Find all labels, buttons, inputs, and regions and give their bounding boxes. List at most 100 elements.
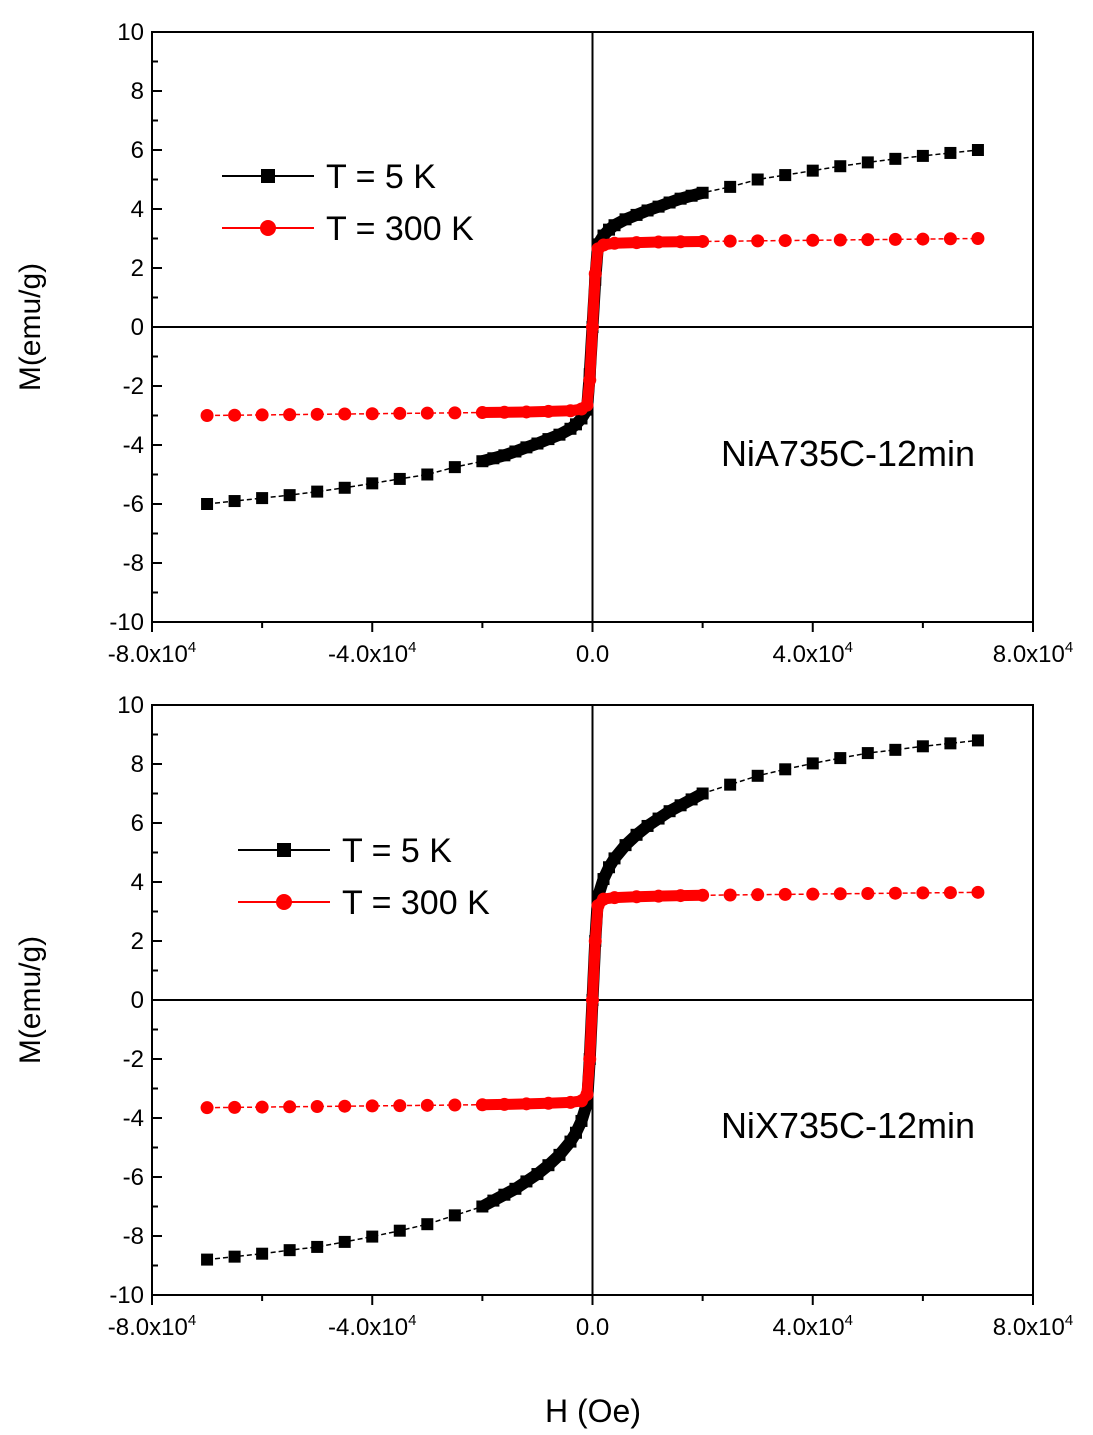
y-tick-label: 2 bbox=[131, 928, 144, 955]
x-tick-label: -8.0x104 bbox=[108, 639, 196, 668]
data-point-circle bbox=[723, 888, 737, 902]
x-tick-exponent: 4 bbox=[845, 639, 853, 656]
x-tick-label: 8.0x104 bbox=[993, 639, 1073, 668]
x-tick-label: -4.0x104 bbox=[328, 1312, 416, 1341]
data-point-square bbox=[228, 495, 241, 508]
x-tick-exponent: 4 bbox=[408, 639, 416, 656]
data-point-square bbox=[806, 164, 819, 177]
data-point-circle bbox=[751, 888, 765, 902]
y-tick-label: -8 bbox=[123, 550, 144, 577]
y-tick-label: 4 bbox=[131, 196, 144, 223]
data-point-circle bbox=[393, 1099, 407, 1113]
data-point-square bbox=[338, 481, 351, 494]
y-tick-label: -10 bbox=[109, 609, 144, 636]
data-point-circle bbox=[365, 407, 379, 421]
data-point-square bbox=[366, 1230, 379, 1243]
data-point-square bbox=[338, 1235, 351, 1248]
data-point-circle bbox=[806, 233, 820, 247]
legend-marker-square bbox=[277, 843, 291, 857]
data-point-square bbox=[283, 489, 296, 502]
data-point-circle bbox=[971, 232, 985, 245]
data-point-square bbox=[724, 778, 737, 791]
data-point-square bbox=[944, 146, 957, 159]
legend-label: T = 300 K bbox=[326, 210, 474, 248]
data-point-circle bbox=[338, 407, 352, 421]
data-point-square bbox=[751, 769, 764, 782]
bottom-panel: -10 -8 -6 -4 -2 0 2 4 6 8 10 -8.0x104 -4.0x104 0.0 4.0… bbox=[14, 692, 1073, 1341]
data-point-square bbox=[861, 156, 874, 169]
data-point-circle bbox=[420, 1098, 434, 1112]
data-point-square bbox=[448, 1209, 461, 1222]
data-point-circle bbox=[943, 232, 957, 246]
series-dense-segment bbox=[482, 889, 703, 1111]
data-point-square bbox=[311, 1240, 324, 1253]
data-point-circle bbox=[448, 406, 462, 420]
data-point-circle bbox=[778, 234, 792, 248]
data-point-square bbox=[366, 477, 379, 490]
x-tick-label: -8.0x104 bbox=[108, 1312, 196, 1341]
data-point-square bbox=[201, 1253, 214, 1266]
data-point-square bbox=[834, 752, 847, 765]
data-point-circle bbox=[723, 234, 737, 248]
y-tick-label: 2 bbox=[131, 255, 144, 282]
y-axis-label: M(emu/g) bbox=[14, 936, 47, 1064]
data-point-square bbox=[724, 180, 737, 193]
data-point-square bbox=[916, 149, 929, 162]
y-tick-label: 8 bbox=[131, 78, 144, 105]
data-point-circle bbox=[420, 406, 434, 420]
x-tick-exponent: 4 bbox=[1065, 1312, 1073, 1329]
y-tick-label: 0 bbox=[131, 987, 144, 1014]
data-point-square bbox=[393, 1224, 406, 1237]
y-tick-label: -2 bbox=[123, 1046, 144, 1073]
data-point-square bbox=[916, 740, 929, 753]
x-tick-exponent: 4 bbox=[188, 1312, 196, 1329]
data-point-square bbox=[806, 757, 819, 770]
x-axis-label: H (Oe) bbox=[545, 1393, 641, 1429]
data-point-square bbox=[889, 743, 902, 756]
data-point-circle bbox=[861, 887, 875, 901]
y-tick-label: 10 bbox=[117, 692, 144, 719]
data-point-square bbox=[889, 152, 902, 165]
data-point-square bbox=[256, 492, 269, 505]
data-point-circle bbox=[971, 885, 985, 899]
data-point-square bbox=[834, 160, 847, 173]
data-point-circle bbox=[310, 1099, 324, 1113]
data-point-circle bbox=[916, 886, 930, 900]
y-tick-label: -8 bbox=[123, 1223, 144, 1250]
data-point-square bbox=[779, 169, 792, 182]
legend-label: T = 5 K bbox=[326, 158, 436, 196]
x-tick-label: 0.0 bbox=[576, 641, 609, 668]
legend-label: T = 5 K bbox=[342, 832, 452, 870]
y-tick-label: -10 bbox=[109, 1282, 144, 1309]
data-point-square bbox=[201, 498, 214, 510]
data-point-circle bbox=[861, 233, 875, 247]
data-point-square bbox=[228, 1250, 241, 1263]
x-tick-label: 4.0x104 bbox=[773, 639, 853, 668]
data-point-square bbox=[421, 468, 434, 481]
data-point-circle bbox=[833, 233, 847, 247]
sample-annotation: NiX735C-12min bbox=[721, 1105, 975, 1146]
data-point-circle bbox=[943, 886, 957, 900]
data-point-square bbox=[393, 472, 406, 485]
data-point-square bbox=[751, 173, 764, 186]
data-point-circle bbox=[310, 407, 324, 421]
data-point-square bbox=[971, 144, 984, 156]
data-point-circle bbox=[916, 232, 930, 246]
legend-marker-square bbox=[261, 169, 275, 183]
data-point-square bbox=[861, 747, 874, 760]
y-tick-label: -4 bbox=[123, 1105, 144, 1132]
y-tick-label: 4 bbox=[131, 869, 144, 896]
legend-marker-circle bbox=[260, 220, 276, 236]
x-tick-exponent: 4 bbox=[408, 1312, 416, 1329]
data-point-square bbox=[311, 485, 324, 498]
legend-marker-circle bbox=[276, 894, 292, 910]
x-tick-label: 0.0 bbox=[576, 1314, 609, 1341]
x-tick-exponent: 4 bbox=[845, 1312, 853, 1329]
y-tick-label: -4 bbox=[123, 432, 144, 459]
x-tick-label: 4.0x104 bbox=[773, 1312, 853, 1341]
legend-label: T = 300 K bbox=[342, 884, 490, 922]
y-tick-label: -6 bbox=[123, 1164, 144, 1191]
y-tick-label: -6 bbox=[123, 491, 144, 518]
y-tick-label: 0 bbox=[131, 314, 144, 341]
